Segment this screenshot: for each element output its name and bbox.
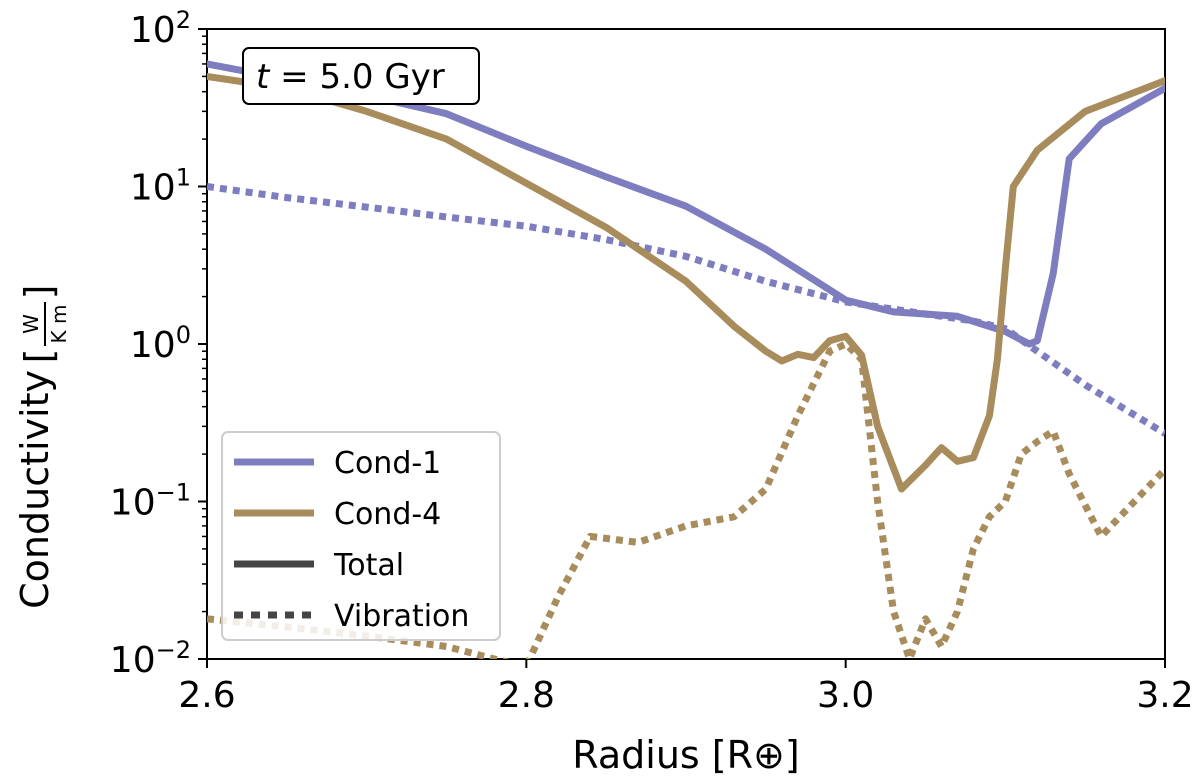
series-line-cond-4-total (207, 72, 1165, 493)
y-tick-label: 10−1 (110, 479, 191, 524)
legend-label: Cond-4 (334, 497, 441, 532)
x-tick-label: 3.0 (817, 675, 874, 716)
y-axis-unit-denominator: K m (47, 305, 71, 344)
y-axis-unit-numerator: W (19, 314, 43, 334)
y-axis-title: Conductivity [ W K m ] (13, 285, 71, 609)
x-tick-label: 2.6 (178, 675, 235, 716)
y-tick-label: 101 (130, 164, 191, 209)
series-line-cond-1-total (207, 60, 1165, 348)
y-axis-ticks: 102 101 100 10−1 10−2 (110, 6, 207, 681)
series-line-cond-1-vibration (207, 183, 1165, 437)
legend-box (221, 431, 501, 641)
x-tick-label: 3.2 (1136, 675, 1193, 716)
annotation-variable: t (256, 57, 271, 97)
y-axis-bracket-close: ] (17, 285, 61, 300)
x-axis-title: Radius [R⊕] (572, 733, 799, 777)
y-tick-label: 100 (130, 321, 191, 366)
time-annotation: t = 5.0 Gyr (242, 47, 480, 105)
series-layer (207, 60, 1165, 659)
y-axis-title-text: Conductivity (13, 370, 57, 609)
x-tick-label: 2.8 (498, 675, 555, 716)
series-line-cond-4-vibration (207, 340, 1165, 659)
y-tick-label: 10−2 (110, 636, 191, 681)
annotation-text: t = 5.0 Gyr (256, 57, 445, 97)
y-axis-bracket-open: [ (17, 349, 61, 364)
legend-label: Total (333, 548, 404, 583)
legend: Cond-1 Cond-4 Total Vibration (221, 431, 501, 641)
x-axis-ticks: 2.6 2.8 3.0 3.2 (178, 659, 1194, 716)
y-tick-label: 102 (130, 6, 191, 51)
legend-label: Vibration (334, 599, 469, 634)
legend-label: Cond-1 (334, 446, 441, 481)
legend-entries: Cond-1 Cond-4 Total Vibration (234, 446, 469, 634)
annotation-value: = 5.0 Gyr (269, 57, 444, 97)
annotation-box (242, 47, 480, 105)
